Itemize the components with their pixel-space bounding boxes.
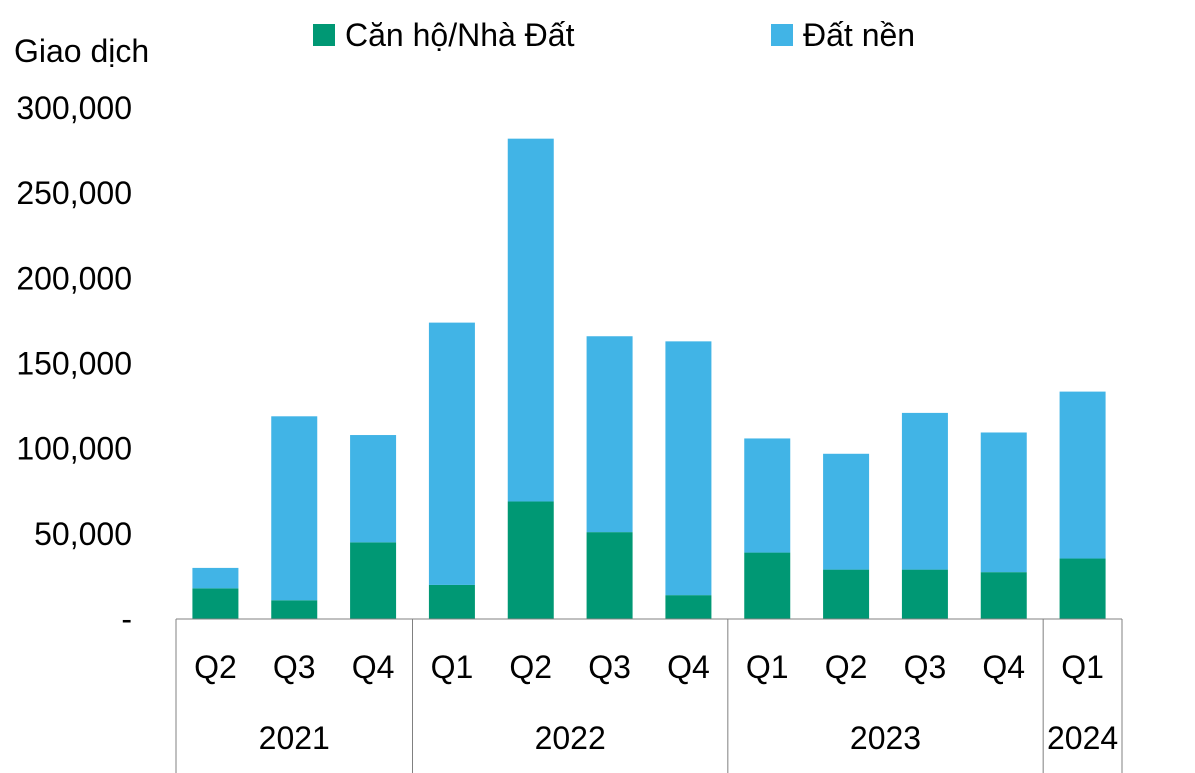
bar-segment-dat-nen: [980, 432, 1027, 573]
bar-segment-dat-nen: [428, 322, 475, 585]
y-tick-label: -: [121, 601, 132, 637]
bar-segment-dat-nen: [1059, 391, 1106, 559]
bar-segment-dat-nen: [192, 567, 239, 589]
y-tick-label: 50,000: [34, 516, 132, 552]
x-tick-label: Q3: [904, 649, 947, 685]
bar-segment-can-ho-nha-dat: [428, 584, 475, 619]
x-group-label: 2021: [259, 720, 330, 756]
bar-segment-dat-nen: [823, 453, 870, 570]
x-group-label: 2024: [1047, 720, 1118, 756]
bar-segment-can-ho-nha-dat: [1059, 558, 1106, 619]
bar-segment-dat-nen: [507, 138, 554, 502]
x-tick-label: Q2: [509, 649, 552, 685]
bar-segment-can-ho-nha-dat: [192, 588, 239, 619]
bar-segment-can-ho-nha-dat: [744, 552, 791, 619]
bar-segment-can-ho-nha-dat: [350, 542, 397, 619]
x-axis: Q2 Q3 Q4 Q1 Q2 Q3 Q4 Q1 Q2 Q3 Q4 Q1 2021 2022 2023 2024: [175, 618, 1123, 773]
x-tick-label: Q4: [982, 649, 1025, 685]
bar-segment-dat-nen: [665, 341, 712, 596]
y-tick-label: 150,000: [16, 346, 132, 382]
y-tick-label: 200,000: [16, 260, 132, 296]
legend: Căn hộ/Nhà Đất Đất nền: [313, 17, 915, 53]
x-group-label: 2022: [535, 720, 606, 756]
x-tick-label: Q1: [431, 649, 474, 685]
bar-segment-can-ho-nha-dat: [665, 595, 712, 619]
bar-segment-dat-nen: [901, 412, 948, 570]
legend-label: Căn hộ/Nhà Đất: [345, 17, 575, 53]
x-tick-label: Q3: [273, 649, 316, 685]
x-tick-label: Q4: [352, 649, 395, 685]
bar-segment-can-ho-nha-dat: [980, 572, 1027, 619]
bars: [192, 138, 1106, 619]
x-tick-label: Q3: [588, 649, 631, 685]
x-tick-label: Q1: [1061, 649, 1104, 685]
bar-segment-dat-nen: [271, 416, 318, 601]
x-group-label: 2023: [850, 720, 921, 756]
y-axis: - 50,000 100,000 150,000 200,000 250,000 300,0…: [16, 90, 132, 637]
bar-segment-can-ho-nha-dat: [586, 532, 633, 619]
legend-swatch: [313, 24, 335, 46]
x-tick-label: Q4: [667, 649, 710, 685]
bar-segment-dat-nen: [744, 438, 791, 553]
bar-segment-can-ho-nha-dat: [823, 569, 870, 619]
x-tick-label: Q2: [825, 649, 868, 685]
legend-label: Đất nền: [803, 17, 915, 53]
legend-swatch: [771, 24, 793, 46]
y-axis-title: Giao dịch: [14, 33, 149, 69]
bar-segment-can-ho-nha-dat: [271, 600, 318, 619]
y-tick-label: 300,000: [16, 90, 132, 126]
bar-segment-can-ho-nha-dat: [901, 569, 948, 619]
bar-segment-dat-nen: [350, 435, 397, 543]
bar-segment-can-ho-nha-dat: [507, 501, 554, 619]
x-tick-label: Q1: [746, 649, 789, 685]
y-tick-label: 250,000: [16, 175, 132, 211]
bar-segment-dat-nen: [586, 336, 633, 533]
y-tick-label: 100,000: [16, 431, 132, 467]
x-tick-label: Q2: [194, 649, 237, 685]
